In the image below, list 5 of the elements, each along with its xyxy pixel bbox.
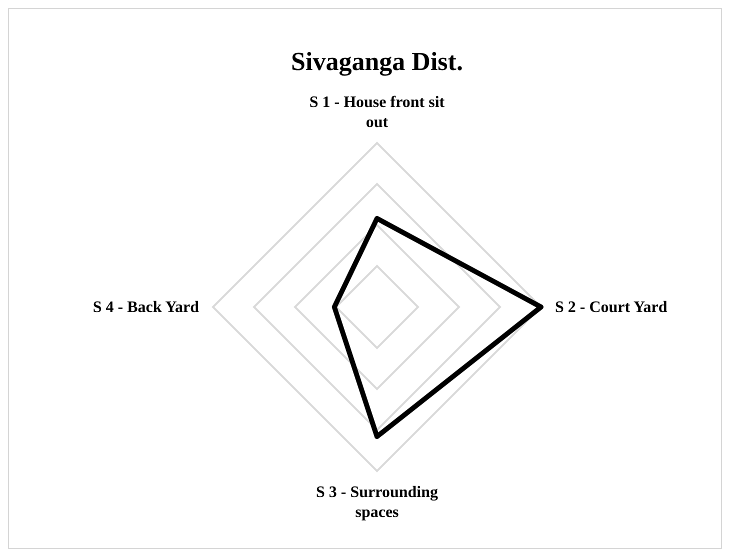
spoke-label: S 4 - Back Yard (92, 299, 200, 316)
spoke-label: S 1 - House front sit out (309, 94, 446, 131)
chart-title: Sivaganga Dist. (290, 47, 464, 77)
spoke-label: S 2 - Court Yard (555, 299, 668, 316)
spoke-label: S 3 - Surrounding spaces (316, 484, 438, 521)
